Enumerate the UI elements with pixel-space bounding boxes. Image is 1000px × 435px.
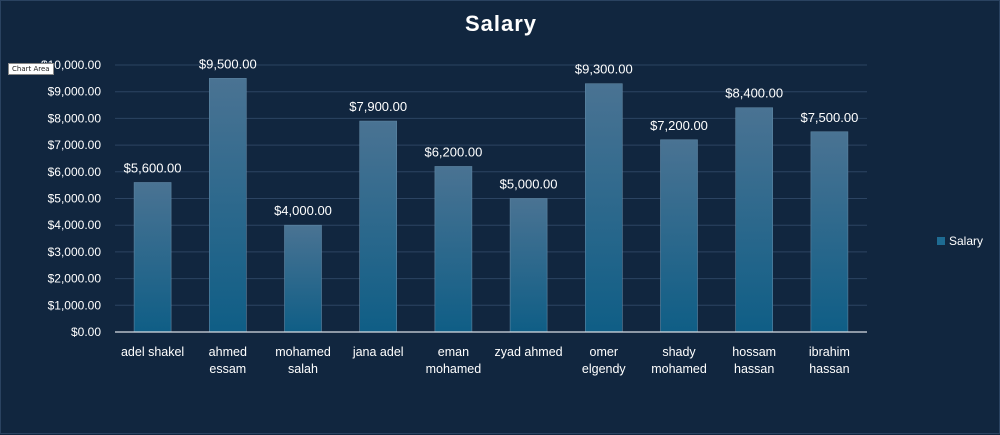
x-tick-label: jana adel: [352, 345, 404, 359]
x-tick-label: ibrahim: [809, 345, 850, 359]
y-tick-label: $7,000.00: [48, 138, 102, 152]
y-tick-label: $4,000.00: [48, 218, 102, 232]
x-tick-label: hossam: [732, 345, 776, 359]
data-label: $9,500.00: [199, 56, 257, 71]
data-label: $7,200.00: [650, 118, 708, 133]
data-label: $9,300.00: [575, 62, 633, 77]
data-label: $5,600.00: [124, 160, 182, 175]
y-tick-label: $3,000.00: [48, 245, 102, 259]
x-tick-label: essam: [209, 362, 246, 376]
bar: [434, 166, 473, 333]
chart-area-tooltip: Chart Area: [8, 63, 54, 75]
bar: [209, 78, 247, 333]
data-label: $4,000.00: [274, 203, 332, 218]
x-tick-label: salah: [288, 362, 318, 376]
x-tick-label: adel shakel: [121, 345, 184, 359]
x-tick-label: eman: [438, 345, 469, 359]
chart-title: Salary: [464, 11, 538, 36]
legend-swatch: [937, 237, 945, 245]
x-tick-label: omer: [590, 345, 618, 359]
data-label: $8,400.00: [725, 86, 783, 101]
data-label: $7,500.00: [800, 110, 858, 125]
y-tick-label: $2,000.00: [48, 272, 102, 286]
bar: [735, 107, 774, 333]
data-label: $5,000.00: [500, 177, 558, 192]
x-tick-label: zyad ahmed: [495, 345, 563, 359]
x-tick-label: mohamed: [275, 345, 331, 359]
data-label: $6,200.00: [424, 144, 482, 159]
x-tick-label: hassan: [809, 362, 849, 376]
y-tick-label: $10,000.00: [41, 58, 101, 72]
y-tick-label: $0.00: [71, 325, 101, 339]
y-tick-label: $9,000.00: [48, 85, 102, 99]
x-tick-label: mohamed: [426, 362, 482, 376]
x-tick-label: mohamed: [651, 362, 707, 376]
y-tick-label: $1,000.00: [48, 298, 102, 312]
legend-label: Salary: [949, 234, 984, 248]
legend[interactable]: Salary: [937, 234, 983, 248]
x-tick-label: hassan: [734, 362, 774, 376]
bar: [810, 131, 849, 333]
x-tick-label: shady: [662, 345, 696, 359]
y-tick-label: $8,000.00: [48, 111, 102, 125]
bar: [584, 83, 623, 333]
bar: [133, 182, 172, 333]
bar: [509, 198, 548, 333]
bar: [284, 224, 322, 333]
bar: [660, 139, 698, 333]
y-tick-label: $6,000.00: [48, 165, 102, 179]
y-tick-label: $5,000.00: [48, 192, 102, 206]
x-tick-label: ahmed: [209, 345, 247, 359]
x-tick-label: elgendy: [582, 362, 627, 376]
bar: [359, 120, 398, 333]
data-label: $7,900.00: [349, 99, 407, 114]
